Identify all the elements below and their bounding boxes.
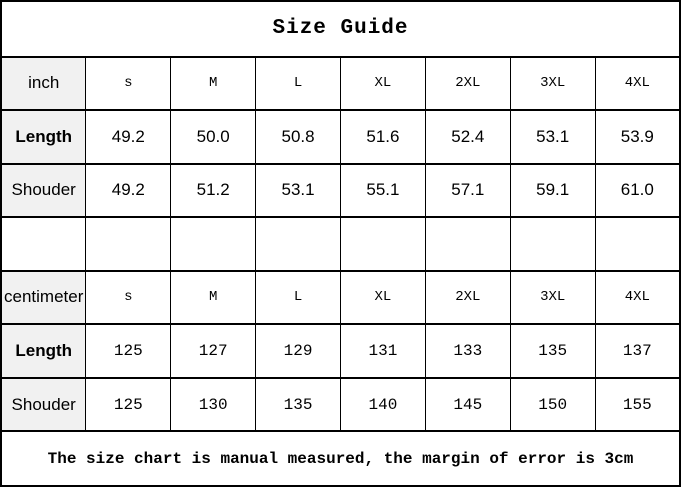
shoulder-value-cell: 51.2 [170, 162, 257, 219]
size-header-cell: XL [340, 55, 426, 112]
row-label-shoulder: Shouder [0, 376, 87, 433]
shoulder-value-cell: 130 [170, 376, 257, 433]
size-header-cell: L [255, 269, 341, 326]
empty-cell [340, 216, 426, 272]
size-header-cell: 2XL [424, 269, 511, 326]
inch-length-row: Length 49.2 50.0 50.8 51.6 52.4 53.1 53.… [0, 109, 681, 165]
size-header-cell: s [85, 269, 172, 326]
size-header-cell: s [85, 55, 172, 112]
page-title: Size Guide [0, 0, 681, 58]
empty-cell [594, 216, 681, 272]
centimeter-size-header-row: centimeter s M L XL 2XL 3XL 4XL [0, 269, 681, 326]
length-value-cell: 49.2 [85, 109, 172, 165]
size-header-cell: 3XL [509, 269, 596, 326]
empty-cell [0, 216, 87, 272]
title-row: Size Guide [0, 0, 681, 58]
length-value-cell: 53.9 [594, 109, 681, 165]
size-header-cell: 4XL [594, 55, 681, 112]
unit-label-inch: inch [0, 55, 87, 112]
length-value-cell: 131 [340, 323, 426, 379]
length-value-cell: 127 [170, 323, 257, 379]
shoulder-value-cell: 125 [85, 376, 172, 433]
spacer-row [0, 216, 681, 272]
centimeter-length-row: Length 125 127 129 131 133 135 137 [0, 323, 681, 379]
shoulder-value-cell: 150 [509, 376, 596, 433]
size-header-cell: 2XL [424, 55, 511, 112]
length-value-cell: 53.1 [509, 109, 596, 165]
size-header-cell: 3XL [509, 55, 596, 112]
shoulder-value-cell: 57.1 [424, 162, 511, 219]
footer-row: The size chart is manual measured, the m… [0, 430, 681, 487]
length-value-cell: 52.4 [424, 109, 511, 165]
length-value-cell: 133 [424, 323, 511, 379]
length-value-cell: 135 [509, 323, 596, 379]
shoulder-value-cell: 59.1 [509, 162, 596, 219]
length-value-cell: 137 [594, 323, 681, 379]
length-value-cell: 50.8 [255, 109, 341, 165]
shoulder-value-cell: 145 [424, 376, 511, 433]
disclaimer-text: The size chart is manual measured, the m… [0, 430, 681, 487]
empty-cell [255, 216, 341, 272]
shoulder-value-cell: 49.2 [85, 162, 172, 219]
shoulder-value-cell: 53.1 [255, 162, 341, 219]
row-label-length: Length [0, 323, 87, 379]
size-header-cell: M [170, 55, 257, 112]
inch-shoulder-row: Shouder 49.2 51.2 53.1 55.1 57.1 59.1 61… [0, 162, 681, 219]
empty-cell [85, 216, 172, 272]
size-header-cell: L [255, 55, 341, 112]
length-value-cell: 129 [255, 323, 341, 379]
empty-cell [170, 216, 257, 272]
length-value-cell: 50.0 [170, 109, 257, 165]
row-label-length: Length [0, 109, 87, 165]
row-label-shoulder: Shouder [0, 162, 87, 219]
size-header-cell: 4XL [594, 269, 681, 326]
empty-cell [509, 216, 596, 272]
shoulder-value-cell: 61.0 [594, 162, 681, 219]
centimeter-shoulder-row: Shouder 125 130 135 140 145 150 155 [0, 376, 681, 433]
shoulder-value-cell: 55.1 [340, 162, 426, 219]
unit-label-centimeter: centimeter [0, 269, 87, 326]
size-header-cell: XL [340, 269, 426, 326]
empty-cell [424, 216, 511, 272]
shoulder-value-cell: 135 [255, 376, 341, 433]
length-value-cell: 125 [85, 323, 172, 379]
size-header-cell: M [170, 269, 257, 326]
inch-size-header-row: inch s M L XL 2XL 3XL 4XL [0, 55, 681, 112]
length-value-cell: 51.6 [340, 109, 426, 165]
shoulder-value-cell: 155 [594, 376, 681, 433]
shoulder-value-cell: 140 [340, 376, 426, 433]
